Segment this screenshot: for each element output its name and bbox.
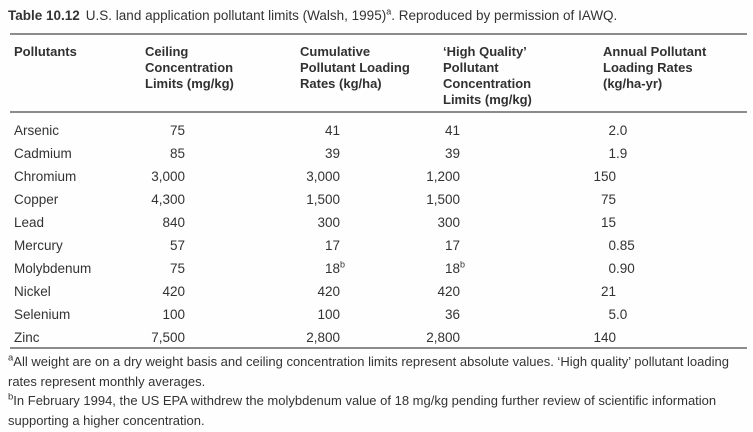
value-cell: 1,500 — [426, 192, 460, 207]
value-cell: 1,500 — [306, 192, 340, 207]
footnotes: aAll weight are on a dry weight basis an… — [8, 352, 747, 430]
table-row: Molybdenum 75 18 b 18 b 0.90 — [0, 257, 753, 280]
footnote-marker-a-ref: a — [386, 6, 392, 17]
footnote-b-ref: b — [460, 259, 466, 270]
table-row: Zinc 7,500 2,800 2,800 140 — [0, 326, 753, 349]
table-row: Mercury 57 17 17 0.85 — [0, 234, 753, 257]
value-cell: 0.90 — [608, 261, 635, 276]
value-cell: 41 — [324, 123, 340, 138]
value-cell: 21 — [600, 284, 616, 299]
pollutant-name: Zinc — [14, 330, 40, 345]
table-row: Chromium 3,000 3,000 1,200 150 — [0, 165, 753, 188]
value-cell: 1,200 — [426, 169, 460, 184]
table-row: Nickel 420 420 420 21 — [0, 280, 753, 303]
pollutant-name: Arsenic — [14, 123, 60, 138]
pollutant-name: Nickel — [14, 284, 51, 299]
value-cell: 36 — [444, 307, 460, 322]
value-cell: 17 — [324, 238, 340, 253]
column-header-cumulative: Cumulative Pollutant Loading Rates (kg/h… — [300, 44, 410, 91]
value-cell: 75 — [600, 192, 616, 207]
pollutant-name: Copper — [14, 192, 59, 207]
value-cell: 100 — [317, 307, 340, 322]
value-cell: 0.85 — [608, 238, 635, 253]
footnote-a-marker: a — [8, 352, 14, 364]
value-cell: 18 b — [324, 259, 346, 276]
pollutant-name: Cadmium — [14, 146, 72, 161]
value-cell: 420 — [317, 284, 340, 299]
table-row: Copper 4,300 1,500 1,500 75 — [0, 188, 753, 211]
value-cell: 2,800 — [426, 330, 460, 345]
table-caption: Table 10.12 U.S. land application polluta… — [8, 7, 617, 25]
value-cell: 1.9 — [608, 146, 628, 161]
value-cell: 2,800 — [306, 330, 340, 345]
value-cell: 420 — [437, 284, 460, 299]
table-row: Cadmium 85 39 39 1.9 — [0, 142, 753, 165]
pollutant-name: Selenium — [14, 307, 71, 322]
value-cell: 39 — [444, 146, 460, 161]
value-cell: 3,000 — [306, 169, 340, 184]
pollutant-name: Lead — [14, 215, 45, 230]
value-cell: 140 — [593, 330, 616, 345]
pollutant-name: Mercury — [14, 238, 63, 253]
pollutant-name: Molybdenum — [14, 261, 92, 276]
table-number: Table 10.12 — [8, 8, 80, 23]
bottom-rule — [10, 347, 747, 349]
value-cell: 18 b — [444, 259, 466, 276]
top-rule — [10, 33, 747, 35]
column-header-ceiling: Ceiling Concentration Limits (mg/kg) — [145, 44, 234, 91]
value-cell: 840 — [162, 215, 185, 230]
table-caption-text: U.S. land application pollutant limits (… — [85, 6, 618, 23]
value-cell: 100 — [162, 307, 185, 322]
pollutant-name: Chromium — [14, 169, 77, 184]
value-cell: 85 — [169, 146, 185, 161]
value-cell: 41 — [444, 123, 460, 138]
column-header-pollutants: Pollutants — [14, 44, 77, 59]
footnote-b-ref: b — [340, 259, 346, 270]
table-body: Arsenic 75 41 41 2.0 Cadmium 85 39 39 1.9 Chromium… — [0, 119, 753, 349]
value-cell: 57 — [169, 238, 185, 253]
table-row: Lead 840 300 300 15 — [0, 211, 753, 234]
header-rule — [10, 111, 747, 113]
value-cell: 2.0 — [608, 123, 628, 138]
value-cell: 75 — [169, 123, 185, 138]
column-header-high-quality: ‘High Quality’ Pollutant Concentration L… — [443, 44, 532, 107]
footnote-a-text: All weight are on a dry weight basis and… — [8, 354, 729, 389]
value-cell: 17 — [444, 238, 460, 253]
footnote-a: aAll weight are on a dry weight basis an… — [8, 352, 747, 391]
value-cell: 5.0 — [608, 307, 628, 322]
value-cell: 75 — [169, 261, 185, 276]
table-row: Selenium 100 100 36 5.0 — [0, 303, 753, 326]
value-cell: 4,300 — [151, 192, 185, 207]
value-cell: 420 — [162, 284, 185, 299]
value-cell: 15 — [600, 215, 616, 230]
value-cell: 39 — [324, 146, 340, 161]
footnote-b-marker: b — [8, 391, 14, 403]
value-cell: 300 — [437, 215, 460, 230]
table-row: Arsenic 75 41 41 2.0 — [0, 119, 753, 142]
footnote-b-text: In February 1994, the US EPA withdrew th… — [8, 393, 717, 428]
value-cell: 150 — [593, 169, 616, 184]
column-header-annual: Annual Pollutant Loading Rates (kg/ha-yr… — [603, 44, 707, 91]
value-cell: 7,500 — [151, 330, 185, 345]
value-cell: 3,000 — [151, 169, 185, 184]
footnote-b: bIn February 1994, the US EPA withdrew t… — [8, 391, 747, 430]
value-cell: 300 — [317, 215, 340, 230]
